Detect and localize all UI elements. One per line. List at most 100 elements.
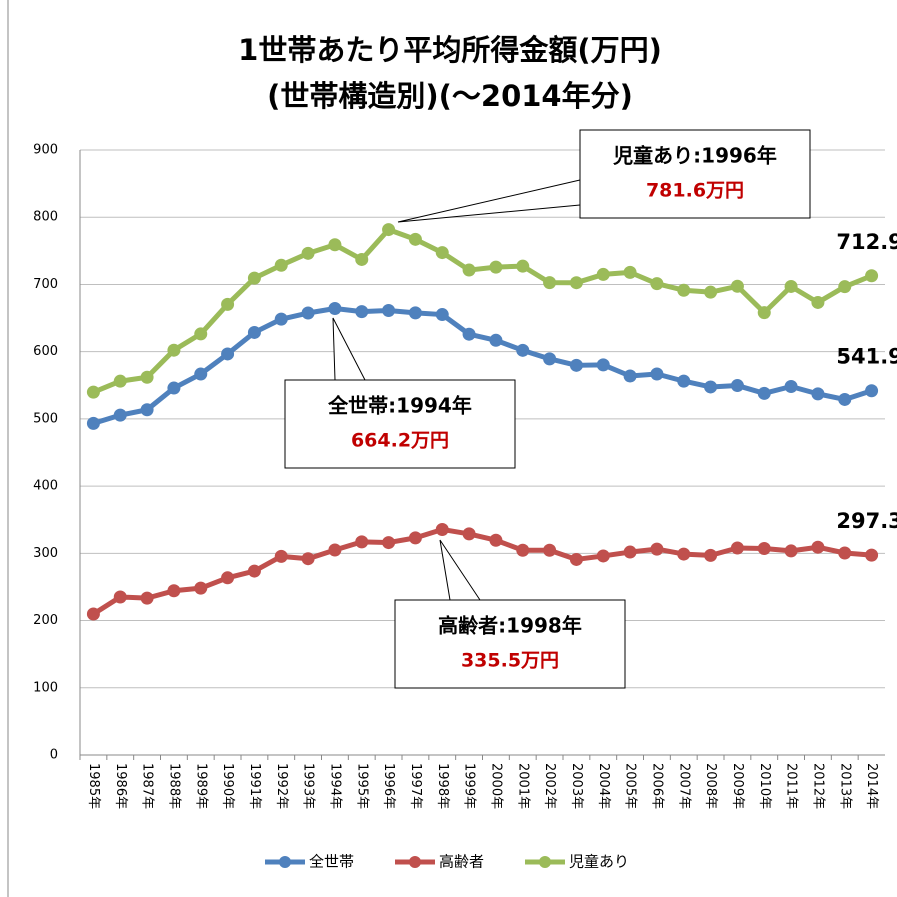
callout-pointer	[397, 179, 581, 223]
series-marker	[86, 385, 100, 399]
series-marker	[784, 279, 798, 293]
series-marker	[623, 369, 637, 383]
series-marker	[516, 543, 530, 557]
series-marker	[569, 552, 583, 566]
series-marker	[462, 327, 476, 341]
x-tick-label: 1985年	[86, 763, 101, 809]
series-marker	[704, 285, 718, 299]
series-marker	[167, 381, 181, 395]
series-marker	[838, 546, 852, 560]
end-label: 541.9	[836, 345, 897, 369]
callout-value: 664.2万円	[351, 430, 449, 452]
series-marker	[650, 277, 664, 291]
series-marker	[865, 384, 879, 398]
series-marker	[274, 312, 288, 326]
series-marker	[140, 370, 154, 384]
series-marker	[757, 541, 771, 555]
series-marker	[596, 549, 610, 563]
series-marker	[435, 522, 449, 536]
series-marker	[194, 581, 208, 595]
series-marker	[274, 258, 288, 272]
x-tick-label: 2006年	[649, 763, 664, 809]
series-marker	[811, 295, 825, 309]
series-marker	[355, 535, 369, 549]
chart-title: 1世帯あたり平均所得金額(万円)	[238, 33, 662, 67]
series-marker	[328, 302, 342, 316]
x-tick-label: 2008年	[703, 763, 718, 809]
series-marker	[113, 374, 127, 388]
y-tick-label: 300	[33, 546, 58, 561]
series-marker	[650, 542, 664, 556]
series-marker	[167, 584, 181, 598]
x-tick-label: 2014年	[864, 763, 879, 809]
series-marker	[462, 263, 476, 277]
series-marker	[382, 223, 396, 237]
legend-label: 全世帯	[309, 853, 354, 871]
y-tick-label: 100	[33, 680, 58, 695]
callout-value: 335.5万円	[461, 650, 559, 672]
series-marker	[140, 591, 154, 605]
x-tick-label: 2003年	[569, 763, 584, 809]
series-marker	[569, 358, 583, 372]
y-tick-label: 500	[33, 411, 58, 426]
series-marker	[704, 380, 718, 394]
series-marker	[194, 327, 208, 341]
x-tick-label: 1997年	[408, 763, 423, 809]
series-marker	[462, 527, 476, 541]
callout-value: 781.6万円	[646, 180, 744, 202]
series-marker	[435, 308, 449, 322]
callout-pointer	[439, 539, 481, 601]
series-marker	[489, 333, 503, 347]
series-marker	[730, 279, 744, 293]
series-marker	[677, 374, 691, 388]
series-marker	[543, 543, 557, 557]
series-marker	[596, 358, 610, 372]
callout-label: 全世帯:1994年	[327, 394, 472, 418]
series-marker	[435, 246, 449, 260]
x-tick-label: 2004年	[596, 763, 611, 809]
series-marker	[730, 541, 744, 555]
x-tick-label: 1999年	[462, 763, 477, 809]
series-marker	[489, 260, 503, 274]
chart-title: (世帯構造別)(～2014年分)	[267, 79, 633, 113]
series-marker	[382, 536, 396, 550]
x-tick-label: 2002年	[542, 763, 557, 809]
x-tick-label: 2011年	[784, 763, 799, 809]
series-marker	[221, 571, 235, 585]
series-marker	[301, 552, 315, 566]
series-marker	[221, 347, 235, 361]
y-tick-label: 600	[33, 344, 58, 359]
x-tick-label: 1993年	[301, 763, 316, 809]
y-tick-label: 900	[33, 143, 58, 158]
legend-marker	[279, 856, 291, 868]
legend-marker	[539, 856, 551, 868]
series-marker	[865, 269, 879, 283]
series-marker	[516, 259, 530, 273]
series-marker	[301, 306, 315, 320]
x-tick-label: 1986年	[113, 763, 128, 809]
y-tick-label: 200	[33, 613, 58, 628]
series-marker	[489, 533, 503, 547]
callout-cover	[581, 131, 809, 217]
series-marker	[623, 265, 637, 279]
series-marker	[408, 232, 422, 246]
series-marker	[355, 252, 369, 266]
callout-label: 児童あり:1996年	[612, 144, 777, 168]
series-marker	[301, 246, 315, 260]
series-marker	[247, 271, 261, 285]
series-marker	[328, 543, 342, 557]
x-tick-label: 1996年	[381, 763, 396, 809]
legend-label: 児童あり	[569, 853, 629, 871]
series-marker	[113, 590, 127, 604]
series-marker	[543, 276, 557, 290]
callout-pointer	[332, 317, 366, 381]
x-tick-label: 1995年	[354, 763, 369, 809]
series-marker	[247, 325, 261, 339]
series-marker	[516, 343, 530, 357]
x-tick-label: 1991年	[247, 763, 262, 809]
series-marker	[757, 386, 771, 400]
x-tick-label: 2000年	[488, 763, 503, 809]
y-tick-label: 800	[33, 210, 58, 225]
series-marker	[355, 305, 369, 319]
series-marker	[811, 540, 825, 554]
